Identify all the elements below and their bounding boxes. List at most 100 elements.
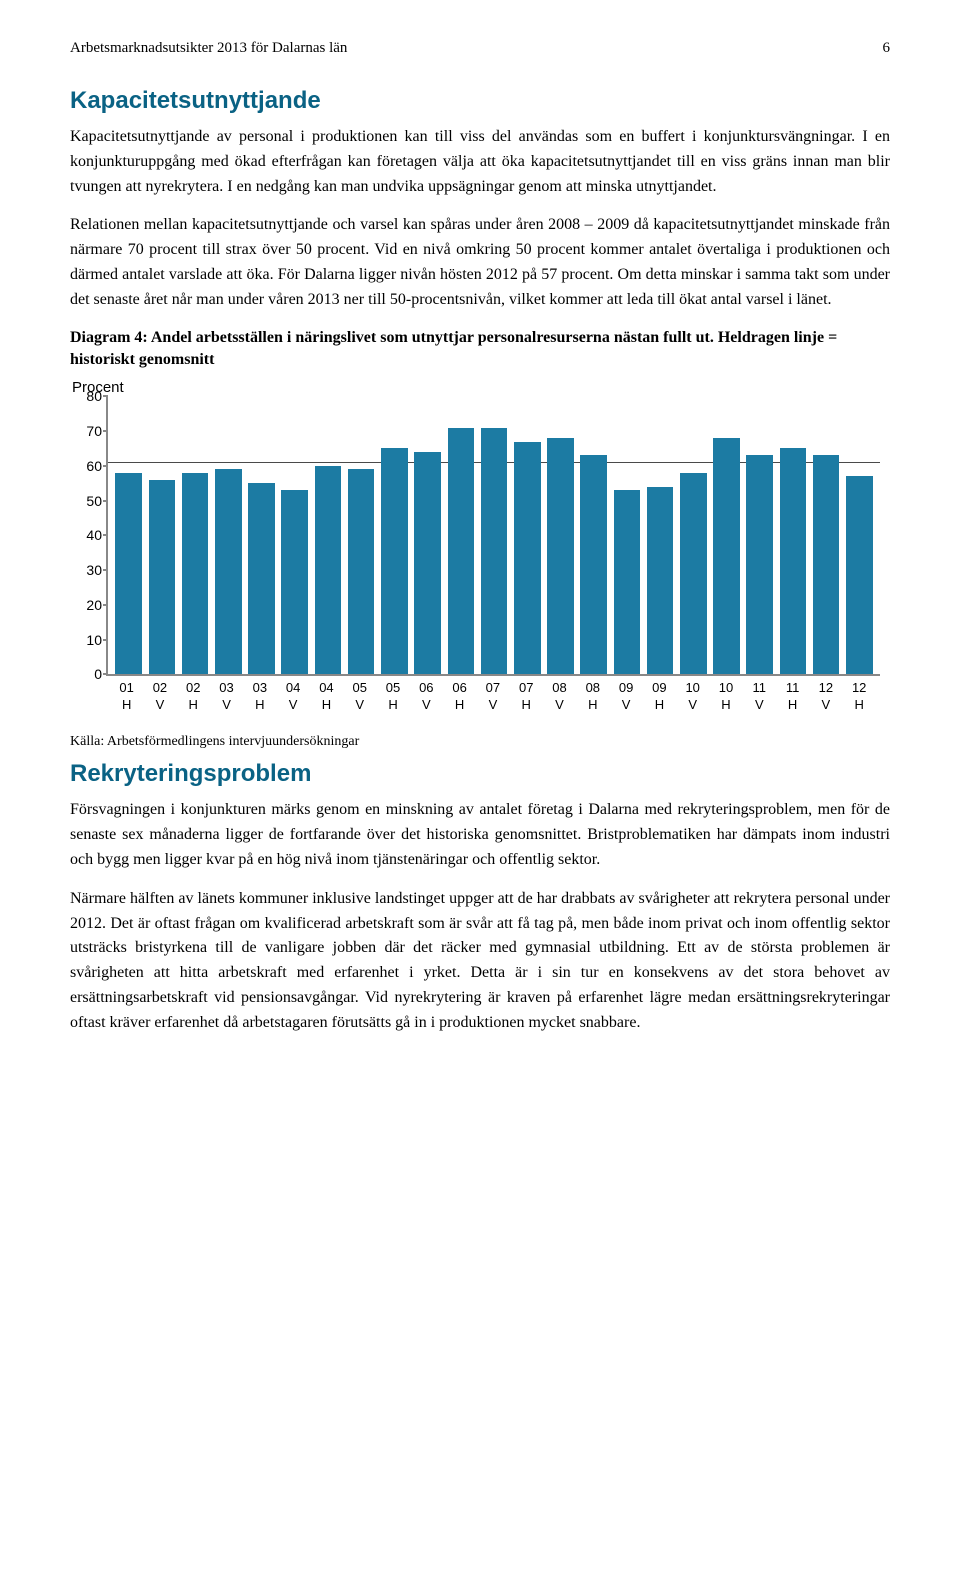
x-tick-label: 09H bbox=[643, 676, 676, 716]
y-tick-label: 80 bbox=[72, 388, 102, 404]
bar-chart: Procent 01020304050607080 01H02V02H03V03… bbox=[70, 379, 890, 716]
x-tick-label: 08H bbox=[576, 676, 609, 716]
y-tick-label: 50 bbox=[72, 493, 102, 509]
bar bbox=[115, 473, 142, 675]
x-tick-label: 11H bbox=[776, 676, 809, 716]
x-axis: 01H02V02H03V03H04V04H05V05H06V06H07V07H 0… bbox=[106, 676, 880, 716]
y-tick-mark bbox=[103, 604, 108, 606]
bar bbox=[448, 428, 475, 675]
x-tick-label: 06H bbox=[443, 676, 476, 716]
bar bbox=[215, 469, 242, 674]
bar bbox=[846, 476, 873, 674]
bar-slot bbox=[278, 396, 311, 674]
bar bbox=[481, 428, 508, 675]
x-tick-label: 12V bbox=[809, 676, 842, 716]
bar-slot bbox=[145, 396, 178, 674]
bar-slot bbox=[776, 396, 809, 674]
x-tick-label: 05V bbox=[343, 676, 376, 716]
paragraph: Närmare hälften av länets kommuner inklu… bbox=[70, 887, 890, 1036]
page: Arbetsmarknadsutsikter 2013 för Dalarnas… bbox=[0, 0, 960, 1090]
bar-slot bbox=[245, 396, 278, 674]
bar bbox=[614, 490, 641, 674]
x-tick-label: 02V bbox=[143, 676, 176, 716]
x-tick-label: 03H bbox=[243, 676, 276, 716]
bar-slot bbox=[544, 396, 577, 674]
y-tick-label: 30 bbox=[72, 562, 102, 578]
x-tick-label: 07H bbox=[510, 676, 543, 716]
bar-slot bbox=[511, 396, 544, 674]
section-heading-kapacitet: Kapacitetsutnyttjande bbox=[70, 87, 890, 115]
bar bbox=[281, 490, 308, 674]
bar bbox=[348, 469, 375, 674]
y-tick-label: 40 bbox=[72, 527, 102, 543]
bar bbox=[381, 448, 408, 674]
bar bbox=[680, 473, 707, 675]
header-title: Arbetsmarknadsutsikter 2013 för Dalarnas… bbox=[70, 40, 347, 57]
paragraph: Kapacitetsutnyttjande av personal i prod… bbox=[70, 125, 890, 199]
bar-slot bbox=[644, 396, 677, 674]
x-tick-label: 02H bbox=[177, 676, 210, 716]
y-tick-label: 70 bbox=[72, 423, 102, 439]
bar-slot bbox=[178, 396, 211, 674]
bar bbox=[780, 448, 807, 674]
y-tick-mark bbox=[103, 430, 108, 432]
y-tick-mark bbox=[103, 569, 108, 571]
x-tick-label: 10H bbox=[709, 676, 742, 716]
bar-slot bbox=[345, 396, 378, 674]
x-tick-label: 07V bbox=[476, 676, 509, 716]
bar bbox=[647, 487, 674, 675]
section-heading-rekrytering: Rekryteringsproblem bbox=[70, 760, 890, 788]
plot-area: 01020304050607080 bbox=[106, 396, 880, 676]
bar-slot bbox=[444, 396, 477, 674]
chart-y-axis-label: Procent bbox=[72, 379, 890, 396]
x-tick-label: 11V bbox=[743, 676, 776, 716]
y-tick-label: 20 bbox=[72, 597, 102, 613]
x-tick-label: 09V bbox=[609, 676, 642, 716]
y-tick-label: 60 bbox=[72, 458, 102, 474]
header-page-number: 6 bbox=[883, 40, 891, 57]
running-header: Arbetsmarknadsutsikter 2013 för Dalarnas… bbox=[70, 40, 890, 57]
bar-slot bbox=[477, 396, 510, 674]
bar bbox=[547, 438, 574, 674]
bar bbox=[248, 483, 275, 674]
bar bbox=[813, 455, 840, 674]
x-tick-label: 04V bbox=[276, 676, 309, 716]
x-tick-label: 05H bbox=[376, 676, 409, 716]
x-tick-label: 12H bbox=[843, 676, 876, 716]
bar-slot bbox=[710, 396, 743, 674]
y-tick-mark bbox=[103, 639, 108, 641]
y-tick-mark bbox=[103, 673, 108, 675]
bar-slot bbox=[743, 396, 776, 674]
bar-slot bbox=[212, 396, 245, 674]
bar bbox=[746, 455, 773, 674]
x-tick-label: 03V bbox=[210, 676, 243, 716]
bar-slot bbox=[677, 396, 710, 674]
x-tick-label: 06V bbox=[410, 676, 443, 716]
chart-source: Källa: Arbetsförmedlingens intervjuunder… bbox=[70, 734, 890, 750]
bar-slot bbox=[112, 396, 145, 674]
x-tick-label: 01H bbox=[110, 676, 143, 716]
chart-area: 01020304050607080 01H02V02H03V03H04V04H0… bbox=[106, 396, 880, 716]
bar-slot bbox=[411, 396, 444, 674]
bar bbox=[713, 438, 740, 674]
bar bbox=[414, 452, 441, 674]
bar-slot bbox=[378, 396, 411, 674]
bar-slot bbox=[311, 396, 344, 674]
bar bbox=[514, 442, 541, 675]
bar bbox=[182, 473, 209, 675]
bar bbox=[149, 480, 176, 675]
y-tick-mark bbox=[103, 465, 108, 467]
paragraph: Relationen mellan kapacitetsutnyttjande … bbox=[70, 213, 890, 312]
x-tick-label: 10V bbox=[676, 676, 709, 716]
paragraph: Försvagningen i konjunkturen märks genom… bbox=[70, 798, 890, 872]
bar-slot bbox=[577, 396, 610, 674]
chart-caption: Diagram 4: Andel arbetsställen i närings… bbox=[70, 327, 890, 372]
bar-slot bbox=[810, 396, 843, 674]
bar-slot bbox=[843, 396, 876, 674]
bars-container bbox=[108, 396, 880, 674]
y-tick-mark bbox=[103, 395, 108, 397]
x-tick-label: 04H bbox=[310, 676, 343, 716]
y-tick-label: 10 bbox=[72, 632, 102, 648]
bar bbox=[315, 466, 342, 675]
y-tick-label: 0 bbox=[72, 666, 102, 682]
